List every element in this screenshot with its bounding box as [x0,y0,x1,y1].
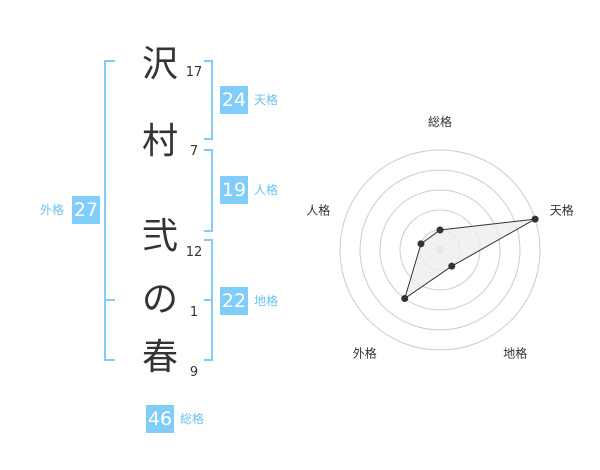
soukaku-label: 総格 [180,412,205,426]
bracket-tick [204,299,213,301]
jinkaku-bracket [204,149,213,232]
gaikaku-value: 27 [72,196,100,224]
chikaku-label: 地格 [254,294,279,308]
tenkaku-bracket [204,60,213,140]
jinkaku-label: 人格 [254,183,279,197]
name-char: 春 [141,337,178,378]
data-polygon [403,218,536,300]
gaikaku-label: 外格 [40,203,65,217]
name-char: 村 [141,121,178,162]
bracket-tick [104,299,115,301]
data-point [448,262,456,270]
gaikaku-bracket [104,60,115,361]
axis-label: 地格 [503,346,527,361]
stroke-count: 9 [189,365,199,380]
data-point [531,215,539,223]
soukaku-value: 46 [146,405,174,433]
data-point [401,295,409,303]
grid-ring [359,169,521,331]
data-point [436,226,444,234]
stroke-count: 1 [189,305,199,320]
axis-label: 天格 [550,202,574,217]
grid-ring [339,149,541,351]
name-char: 沢 [141,44,178,85]
axis-label: 総格 [428,114,452,129]
stroke-count: 17 [185,65,203,80]
chikaku-value: 22 [220,287,248,315]
name-char: 弐 [141,216,178,257]
name-char: の [141,279,178,320]
axis-label: 人格 [306,202,330,217]
stroke-count: 12 [185,245,203,260]
jinkaku-value: 19 [220,176,248,204]
axis-label: 外格 [353,346,377,361]
tenkaku-label: 天格 [254,93,279,107]
stroke-count: 7 [189,144,199,159]
data-point [417,240,425,248]
grid-ring [379,189,501,311]
tenkaku-value: 24 [220,86,248,114]
